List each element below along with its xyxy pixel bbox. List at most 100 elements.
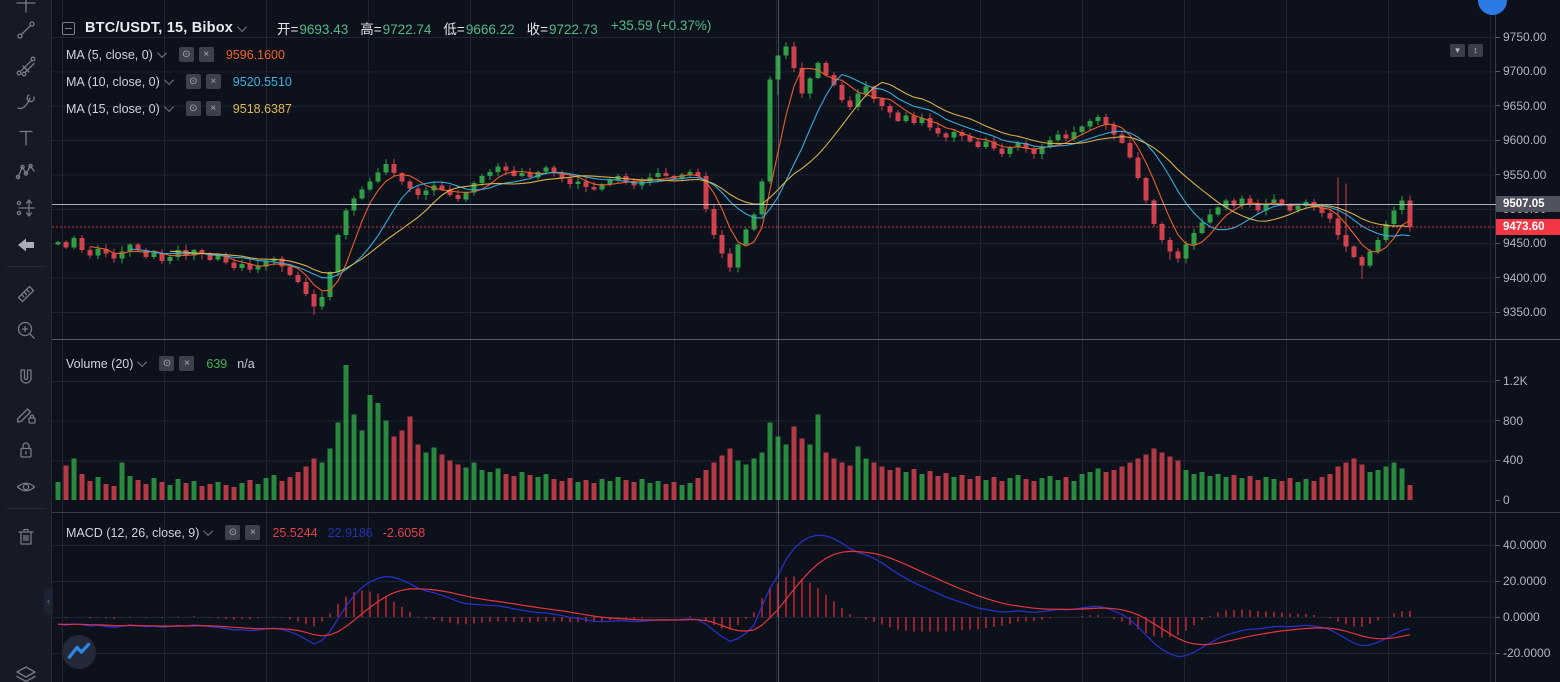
gann-fibonacci-tool-button[interactable] xyxy=(9,49,43,83)
hide-all-tool-button[interactable] xyxy=(9,470,43,504)
crosshair-price-label: 9507.05 xyxy=(1496,196,1560,212)
lock-all-tool-button[interactable] xyxy=(9,433,43,467)
close-icon[interactable]: × xyxy=(179,356,195,371)
macd-axis-label: 0.0000 xyxy=(1503,610,1540,624)
close-icon[interactable]: × xyxy=(245,525,261,540)
axis-tick-mark xyxy=(1496,242,1500,244)
lock-icon xyxy=(20,442,32,458)
macd-axis-label: 40.0000 xyxy=(1503,538,1547,552)
drawing-mode-tool-button[interactable] xyxy=(9,397,43,431)
arrow-left-tool-button[interactable] xyxy=(9,228,43,262)
ma15-legend: MA (15, close, 0) ⊙ × 9518.6387 xyxy=(66,101,292,116)
volume-na-value: n/a xyxy=(237,356,255,371)
brush-tool-button[interactable] xyxy=(9,85,43,119)
chevron-down-icon[interactable] xyxy=(163,102,174,113)
close-icon[interactable]: × xyxy=(198,47,214,62)
price-axis-label: 9400.00 xyxy=(1503,270,1547,285)
volume-legend: Volume (20) ⊙ × 639 n/a xyxy=(66,356,255,371)
macd-label[interactable]: MACD (12, 26, close, 9) xyxy=(66,525,200,540)
prediction-tool-button[interactable] xyxy=(9,191,43,225)
ruler-tool-button[interactable] xyxy=(9,277,43,311)
axis-tick-mark xyxy=(1496,380,1500,382)
text-tool-button[interactable] xyxy=(9,121,43,155)
close-icon[interactable]: × xyxy=(205,101,221,116)
source-code-icon[interactable]: ⊙ xyxy=(178,47,194,62)
pane-collapse-button[interactable]: ▾ xyxy=(1450,44,1465,57)
ma5-line xyxy=(89,67,1411,292)
price-scale[interactable]: 9750.009700.009650.009600.009550.009500.… xyxy=(1496,0,1560,682)
crosshair-icon xyxy=(16,0,36,13)
crosshair xyxy=(52,0,1496,682)
price-axis-label: 9450.00 xyxy=(1503,236,1547,251)
pencil-lock-icon xyxy=(16,408,36,424)
vertical-gridlines xyxy=(62,0,1491,682)
axis-tick-mark xyxy=(1496,499,1500,501)
open-label: 开= xyxy=(277,22,299,37)
price-axis-label: 9550.00 xyxy=(1503,167,1547,182)
change-value: +35.59 (+0.37%) xyxy=(610,18,712,33)
axis-tick-mark xyxy=(1496,139,1500,141)
chevron-down-icon[interactable] xyxy=(237,21,248,32)
axis-tick-mark xyxy=(1496,420,1500,422)
macd-signal-value: -2.6058 xyxy=(382,525,426,540)
macd-signal-line xyxy=(57,550,1411,646)
toolbar-divider xyxy=(6,508,46,509)
price-axis-label: 9750.00 xyxy=(1503,30,1547,44)
drawing-toolbar: ‹ xyxy=(0,0,53,682)
macd-line xyxy=(57,534,1411,658)
chevron-down-icon[interactable] xyxy=(163,75,174,86)
ma10-legend: MA (10, close, 0) ⊙ × 9520.5510 xyxy=(66,74,292,89)
collapse-legend-icon[interactable] xyxy=(62,21,75,35)
ma10-line xyxy=(129,73,1411,279)
volume-axis-label: 400 xyxy=(1503,453,1524,468)
eye-icon xyxy=(16,482,36,492)
trend-line-icon xyxy=(17,21,35,39)
source-code-icon[interactable]: ⊙ xyxy=(159,356,175,371)
axis-tick-mark xyxy=(1496,277,1500,279)
axis-tick-mark xyxy=(1496,652,1500,654)
layers-tool-button[interactable] xyxy=(9,659,43,682)
toolbar-divider xyxy=(6,266,46,267)
zoom-in-tool-button[interactable] xyxy=(9,313,43,347)
volume-axis-label: 0 xyxy=(1503,493,1510,507)
last-price-label: 9473.60 xyxy=(1496,219,1560,236)
macd-line-value: 22.9186 xyxy=(327,525,373,540)
chevron-down-icon[interactable] xyxy=(137,357,148,368)
low-value: 9666.22 xyxy=(465,22,515,37)
ohlc-values: 开=9693.43 高=9722.74 低=9666.22 收=9722.73 … xyxy=(277,18,711,38)
price-axis-label: 9700.00 xyxy=(1503,64,1547,79)
chevron-down-icon[interactable] xyxy=(203,526,214,537)
symbol-title[interactable]: BTC/USDT, 15, Bibox xyxy=(85,20,234,36)
chevron-down-icon[interactable] xyxy=(156,48,167,59)
volume-label[interactable]: Volume (20) xyxy=(66,356,134,371)
macd-histogram xyxy=(65,576,1411,638)
source-code-icon[interactable]: ⊙ xyxy=(185,74,201,89)
collapse-toolbar-button[interactable]: ‹ xyxy=(44,588,53,614)
ma10-label[interactable]: MA (10, close, 0) xyxy=(66,74,160,89)
close-icon[interactable]: × xyxy=(205,74,221,89)
high-value: 9722.74 xyxy=(382,22,432,37)
price-axis-label: 9600.00 xyxy=(1503,133,1547,148)
arrow-left-icon xyxy=(18,238,34,252)
tradingview-logo[interactable] xyxy=(62,635,96,669)
open-value: 9693.43 xyxy=(299,22,349,37)
volume-bars xyxy=(55,365,1413,500)
ma15-label[interactable]: MA (15, close, 0) xyxy=(66,101,160,116)
remove-all-tool-button[interactable] xyxy=(9,520,43,554)
trend-line-tool-button[interactable] xyxy=(9,13,43,47)
text-icon xyxy=(19,130,33,146)
xabcd-pattern-tool-button[interactable] xyxy=(9,155,43,189)
source-code-icon[interactable]: ⊙ xyxy=(185,101,201,116)
pane-controls: ▾ ↕ xyxy=(1450,44,1483,57)
crosshair-tool-button[interactable] xyxy=(9,0,43,20)
magnet-tool-button[interactable] xyxy=(9,361,43,395)
pane-maximize-button[interactable]: ↕ xyxy=(1468,44,1483,57)
floating-action-button[interactable] xyxy=(1478,0,1507,15)
xabcd-pattern-icon xyxy=(15,163,35,180)
macd-legend: MACD (12, 26, close, 9) ⊙ × 25.5244 22.9… xyxy=(66,525,425,540)
ma5-label[interactable]: MA (5, close, 0) xyxy=(66,47,153,62)
volume-axis-label: 800 xyxy=(1503,413,1524,428)
source-code-icon[interactable]: ⊙ xyxy=(225,525,241,540)
